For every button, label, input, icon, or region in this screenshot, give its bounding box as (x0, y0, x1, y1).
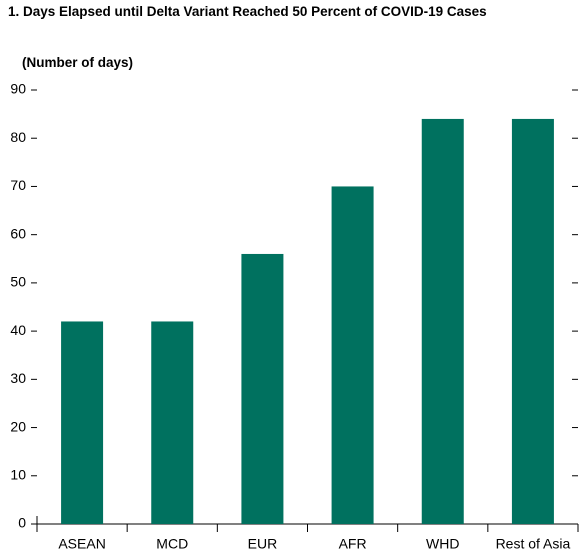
bar (61, 321, 104, 524)
x-tick-label: EUR (248, 536, 278, 552)
y-tick-label: 0 (18, 515, 26, 531)
y-tick-label: 20 (10, 418, 26, 434)
x-tick-label: MCD (156, 536, 188, 552)
y-tick-label: 50 (10, 274, 26, 290)
y-tick-label: 80 (10, 129, 26, 145)
y-tick-label: 30 (10, 370, 26, 386)
chart-subtitle: (Number of days) (22, 55, 134, 70)
bar (331, 186, 374, 524)
y-tick-label: 70 (10, 177, 26, 193)
bar (511, 118, 554, 524)
x-tick-label: Rest of Asia (496, 536, 571, 552)
bar (421, 118, 464, 524)
x-tick-label: ASEAN (58, 536, 105, 552)
x-tick-label: WHD (426, 536, 459, 552)
y-tick-label: 60 (10, 225, 26, 241)
y-tick-label: 90 (10, 81, 26, 97)
x-tick-label: AFR (339, 536, 367, 552)
chart-title: 1. Days Elapsed until Delta Variant Reac… (8, 4, 487, 19)
y-tick-label: 10 (10, 466, 26, 482)
bar (151, 321, 194, 524)
y-tick-label: 40 (10, 322, 26, 338)
bar (241, 253, 284, 524)
